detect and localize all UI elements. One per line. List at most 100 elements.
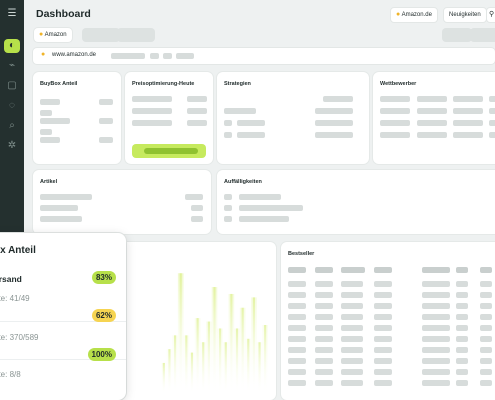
- table-cell: [374, 314, 392, 320]
- table-cell: [480, 347, 492, 353]
- table-cell: [422, 369, 450, 375]
- table-cell: [341, 325, 363, 331]
- popup-row-sub: ote: 370/589: [0, 333, 39, 342]
- button-label-placeholder: [144, 148, 198, 154]
- table-cell: [456, 347, 468, 353]
- card-buybox: BuyBox Anteil: [33, 72, 121, 164]
- news-button[interactable]: Neuigkeiten: [443, 7, 487, 23]
- chart-icon[interactable]: ⌁: [8, 60, 16, 71]
- table-cell: [315, 380, 333, 386]
- lightbulb-icon: ●: [39, 31, 44, 38]
- card-title: Artikel: [40, 179, 58, 185]
- table-cell: [374, 347, 392, 353]
- card-competitors: Wettbewerber: [373, 72, 495, 164]
- lightbulb-icon[interactable]: ◌: [9, 100, 15, 111]
- table-cell: [422, 380, 450, 386]
- table-cell: [422, 358, 450, 364]
- tab-action-placeholder[interactable]: [470, 28, 495, 42]
- table-cell: [288, 292, 306, 298]
- table-cell: [456, 325, 468, 331]
- table-cell: [315, 303, 333, 309]
- marketplace-selector[interactable]: ● Amazon.de: [390, 7, 438, 23]
- status-badge: 100%: [87, 348, 116, 361]
- table-cell: [374, 369, 392, 375]
- table-cell: [288, 347, 306, 353]
- shopping-bag-icon[interactable]: ▢: [7, 80, 17, 91]
- table-cell: [456, 358, 468, 364]
- table-cell: [288, 380, 306, 386]
- table-cell: [422, 292, 450, 298]
- popup-row-sub: ote: 41/49: [0, 294, 30, 303]
- card-title: Auffälligkeiten: [224, 179, 262, 185]
- dashboard-icon[interactable]: ◐: [4, 39, 20, 53]
- card-title: Wettbewerber: [380, 81, 417, 87]
- table-cell: [341, 303, 363, 309]
- tab-label: Amazon: [44, 32, 67, 38]
- tab-action-placeholder[interactable]: [442, 28, 472, 42]
- table-cell: [422, 336, 450, 342]
- table-cell: [341, 347, 363, 353]
- table-cell: [480, 325, 492, 331]
- table-cell: [456, 303, 468, 309]
- card-anomalies: Auffälligkeiten: [217, 170, 495, 234]
- card-strategies: Strategien: [217, 72, 369, 164]
- user-button[interactable]: ⚲: [486, 7, 495, 23]
- popup-row-sub: ote: 8/8: [0, 370, 21, 379]
- card-bestseller: Bestseller: [281, 242, 495, 400]
- tab-placeholder[interactable]: [82, 28, 120, 42]
- apply-pricing-button[interactable]: [132, 144, 206, 158]
- table-cell: [374, 325, 392, 331]
- card-title: Strategien: [224, 81, 251, 87]
- table-header-cell: [341, 267, 365, 273]
- table-header-cell: [374, 267, 392, 273]
- card-pricing: Preisoptimierung-Heute: [125, 72, 213, 164]
- table-cell: [341, 336, 363, 342]
- table-cell: [288, 281, 306, 287]
- card-title: BuyBox Anteil: [40, 81, 78, 87]
- divider: [0, 359, 126, 360]
- table-cell: [341, 314, 363, 320]
- table-cell: [288, 325, 306, 331]
- table-cell: [456, 336, 468, 342]
- news-label: Neuigkeiten: [449, 12, 481, 18]
- settings-icon[interactable]: ✲: [7, 140, 17, 151]
- table-cell: [480, 281, 492, 287]
- table-cell: [480, 380, 492, 386]
- table-cell: [422, 325, 450, 331]
- table-cell: [422, 281, 450, 287]
- table-cell: [374, 303, 392, 309]
- card-title: Preisoptimierung-Heute: [132, 81, 195, 87]
- lightbulb-icon: ●: [41, 51, 46, 58]
- table-cell: [374, 336, 392, 342]
- address-bar[interactable]: ● www.amazon.de: [33, 48, 495, 64]
- table-cell: [315, 281, 333, 287]
- chart-area: [161, 273, 268, 394]
- table-cell: [374, 281, 392, 287]
- marketplace-label: Amazon.de: [401, 12, 432, 18]
- table-cell: [480, 336, 492, 342]
- buybox-popup: ox Anteil ersand 83% ote: 41/49 62% ote:…: [0, 233, 126, 400]
- table-cell: [456, 369, 468, 375]
- placeholder: [150, 53, 159, 59]
- table-cell: [422, 347, 450, 353]
- menu-icon[interactable]: ☰: [7, 8, 17, 19]
- placeholder: [176, 53, 194, 59]
- divider: [0, 321, 126, 322]
- popup-title: ox Anteil: [0, 245, 36, 256]
- table-cell: [315, 358, 333, 364]
- table-cell: [422, 303, 450, 309]
- user-icon: ⚲: [489, 11, 495, 18]
- table-header-cell: [315, 267, 333, 273]
- placeholder: [163, 53, 172, 59]
- table-cell: [315, 292, 333, 298]
- table-header-cell: [456, 267, 468, 273]
- table-cell: [341, 380, 363, 386]
- search-icon[interactable]: ⌕: [9, 120, 15, 131]
- table-cell: [480, 292, 492, 298]
- table-cell: [480, 314, 492, 320]
- tab-placeholder[interactable]: [117, 28, 155, 42]
- table-cell: [315, 347, 333, 353]
- table-cell: [374, 380, 392, 386]
- table-cell: [341, 281, 363, 287]
- tab-amazon[interactable]: ● Amazon: [34, 28, 72, 42]
